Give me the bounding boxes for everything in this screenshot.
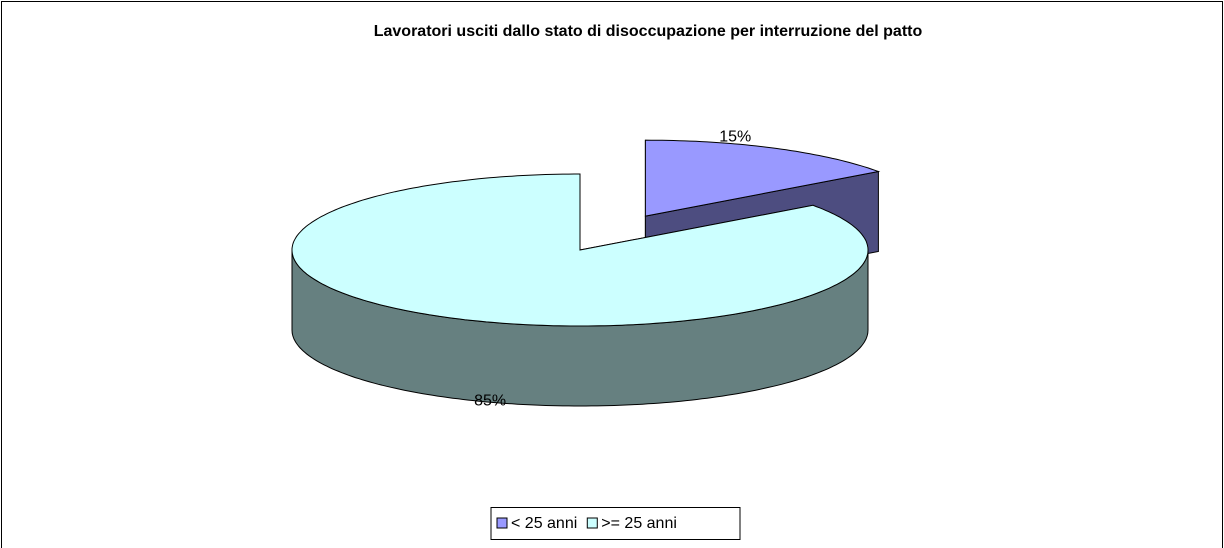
legend-box [490, 507, 741, 540]
legend-label: < 25 anni [511, 515, 577, 532]
data-label: 15% [719, 128, 751, 145]
slice [291, 173, 869, 327]
data-label: 85% [474, 392, 506, 409]
slice [644, 139, 881, 217]
legend-swatch [586, 517, 598, 529]
chart-title: Lavoratori usciti dallo stato di disoccu… [374, 23, 923, 40]
legend-label: >= 25 anni [601, 515, 677, 532]
legend-swatch [496, 517, 508, 529]
